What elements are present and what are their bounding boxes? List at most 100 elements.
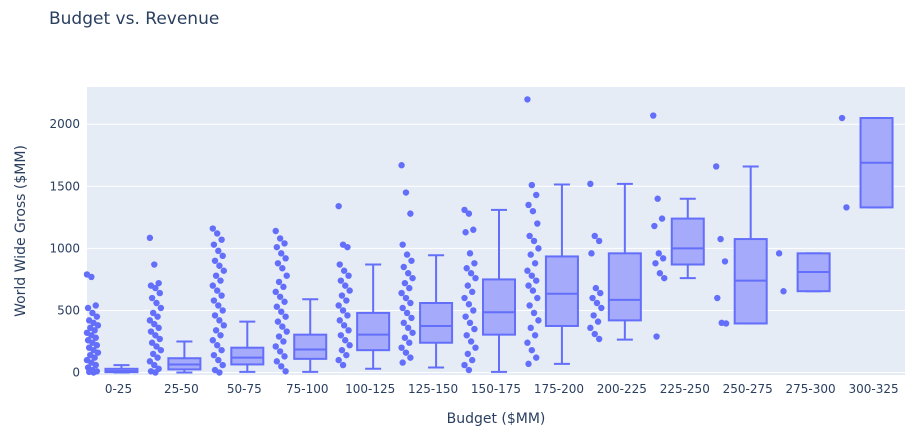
- data-point: [528, 181, 536, 189]
- data-point: [535, 317, 542, 324]
- data-point: [712, 163, 720, 170]
- data-point: [465, 210, 473, 217]
- data-point: [210, 297, 218, 304]
- data-point: [471, 260, 478, 267]
- data-point: [155, 279, 162, 287]
- box-series: [83, 96, 894, 376]
- x-tick-label: 250-275: [723, 382, 773, 396]
- data-point: [650, 112, 657, 119]
- data-point: [526, 232, 533, 240]
- data-point: [595, 335, 603, 343]
- data-point: [471, 325, 478, 333]
- data-point: [464, 350, 471, 358]
- data-point: [282, 313, 289, 320]
- data-point: [148, 339, 156, 346]
- data-point: [274, 318, 282, 325]
- data-point: [717, 235, 724, 243]
- data-point: [146, 317, 154, 324]
- data-point: [216, 317, 223, 324]
- data-point: [211, 312, 219, 319]
- data-point: [408, 314, 415, 322]
- x-tick-label: 300-325: [848, 382, 898, 396]
- box-275-300: [775, 250, 831, 295]
- box-25-50: [146, 234, 202, 376]
- data-point: [534, 294, 541, 302]
- data-point: [151, 261, 158, 268]
- data-point: [661, 274, 668, 282]
- data-point: [652, 260, 659, 267]
- box-iqr: [293, 333, 328, 360]
- data-point: [463, 332, 470, 339]
- data-point: [526, 302, 533, 309]
- data-point: [530, 309, 538, 317]
- chart-title: Budget vs. Revenue: [49, 9, 219, 29]
- data-point: [467, 270, 475, 277]
- data-point: [216, 262, 223, 269]
- data-point: [587, 324, 594, 332]
- box-125-150: [398, 162, 454, 369]
- data-point: [838, 114, 846, 122]
- data-point: [722, 320, 730, 327]
- data-point: [156, 289, 163, 297]
- data-point: [398, 162, 405, 169]
- data-point: [651, 222, 658, 230]
- data-point: [214, 287, 221, 294]
- data-point: [280, 338, 287, 345]
- data-point: [342, 337, 349, 344]
- data-point: [525, 360, 532, 368]
- data-point: [220, 267, 228, 274]
- data-point: [406, 339, 413, 346]
- data-point: [148, 294, 156, 302]
- data-point: [219, 252, 226, 260]
- data-point: [531, 260, 539, 267]
- data-point: [467, 338, 475, 345]
- data-point: [281, 240, 288, 247]
- data-point: [272, 227, 279, 235]
- data-point: [465, 301, 473, 308]
- data-point: [215, 302, 222, 309]
- data-point: [399, 359, 406, 366]
- data-point: [529, 287, 537, 294]
- data-point: [283, 328, 290, 335]
- data-point: [533, 277, 540, 284]
- data-point: [283, 272, 290, 279]
- box-50-75: [209, 225, 265, 376]
- data-point: [398, 289, 405, 297]
- data-point: [528, 272, 536, 279]
- data-point: [408, 257, 415, 264]
- data-point: [149, 350, 157, 358]
- data-point: [212, 327, 220, 334]
- data-point: [594, 318, 602, 325]
- data-point: [272, 288, 279, 296]
- data-point: [340, 322, 348, 329]
- box-150-175: [461, 206, 516, 374]
- data-point: [721, 258, 729, 265]
- data-point: [276, 348, 284, 355]
- data-point: [92, 361, 99, 369]
- data-point: [216, 369, 223, 376]
- data-point: [281, 353, 288, 360]
- data-point: [338, 292, 346, 299]
- data-point: [88, 273, 95, 281]
- data-point: [157, 346, 165, 354]
- data-point: [470, 307, 477, 314]
- data-point: [209, 225, 217, 232]
- data-point: [402, 294, 410, 302]
- x-tick-label: 225-250: [660, 382, 710, 396]
- data-point: [209, 282, 217, 289]
- data-point: [528, 346, 536, 354]
- data-point: [153, 299, 160, 307]
- data-point: [472, 274, 479, 282]
- data-point: [780, 288, 787, 295]
- data-point: [218, 346, 225, 354]
- x-tick-label: 50-75: [227, 382, 262, 396]
- data-point: [401, 279, 409, 287]
- data-point: [402, 349, 410, 356]
- box-250-275: [712, 163, 768, 327]
- data-point: [464, 282, 471, 289]
- y-tick-labels: 0 500 1000 1500 2000: [49, 117, 80, 379]
- data-point: [273, 358, 281, 365]
- y-tick-label: 1000: [49, 241, 80, 255]
- data-point: [282, 255, 289, 262]
